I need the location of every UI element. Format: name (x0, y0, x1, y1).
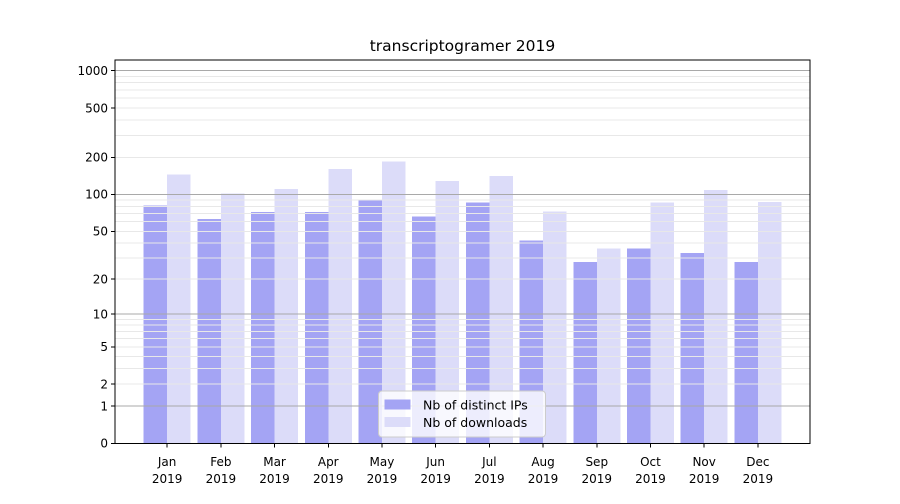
y-tick-label: 1000 (77, 64, 108, 78)
y-tick-label: 1 (100, 399, 108, 413)
bar-downloads-nov (704, 189, 728, 444)
legend: Nb of distinct IPs Nb of downloads (378, 390, 546, 438)
x-tick-label-month: Mar (263, 455, 286, 469)
x-tick-label-month: Jan (157, 455, 177, 469)
legend-box (378, 390, 546, 438)
bar-downloads-aug (543, 211, 567, 444)
x-tick-label-month: Oct (640, 455, 661, 469)
x-tick-label-month: Apr (318, 455, 339, 469)
x-tick-label-year: 2019 (474, 472, 505, 486)
bar-downloads-mar (274, 188, 299, 444)
x-tick-label-year: 2019 (367, 472, 398, 486)
bar-distinct-ips-jun (412, 216, 436, 444)
bar-downloads-dec (757, 201, 782, 444)
bar-distinct-ips-dec (734, 261, 758, 444)
x-tick-label-month: Jul (481, 455, 496, 469)
x-tick-label-year: 2019 (152, 472, 183, 486)
bar-downloads-jun (435, 180, 460, 444)
x-tick-label-year: 2019 (635, 472, 666, 486)
bar-downloads-may (381, 161, 406, 444)
y-tick-label: 50 (93, 225, 108, 239)
y-tick-label: 100 (85, 188, 108, 202)
x-tick-label-month: Feb (210, 455, 231, 469)
y-tick-label: 2 (100, 377, 108, 391)
x-tick-label-year: 2019 (743, 472, 774, 486)
bar-downloads-oct (650, 202, 674, 444)
x-tick-label-month: Aug (531, 455, 554, 469)
x-tick-label-year: 2019 (206, 472, 237, 486)
x-tick-label-year: 2019 (313, 472, 344, 486)
chart-title: transcriptogramer 2019 (370, 37, 556, 55)
x-tick-label-year: 2019 (581, 472, 612, 486)
x-tick-label-month: Dec (746, 455, 769, 469)
bar-distinct-ips-jul (465, 202, 490, 444)
y-tick-label: 500 (85, 101, 108, 115)
legend-swatch-downloads (384, 417, 411, 427)
bar-downloads-sep (596, 248, 621, 444)
y-tick-label: 5 (100, 340, 108, 354)
bar-distinct-ips-nov (680, 253, 705, 444)
x-tick-label-month: Nov (692, 455, 715, 469)
y-tick-label: 0 (100, 437, 108, 451)
y-tick-label: 20 (93, 272, 108, 286)
x-tick-label-month: Sep (585, 455, 608, 469)
bar-downloads-jan (167, 174, 191, 444)
x-tick-label-year: 2019 (259, 472, 290, 486)
y-tick-label: 10 (93, 307, 108, 321)
x-tick-label-year: 2019 (689, 472, 720, 486)
x-tick-label-month: May (370, 455, 395, 469)
legend-swatch-distinct-ips (384, 399, 411, 410)
y-tick-label: 200 (85, 151, 108, 165)
bar-distinct-ips-may (358, 199, 382, 444)
bar-distinct-ips-oct (626, 248, 651, 444)
x-tick-label-year: 2019 (420, 472, 451, 486)
bar-distinct-ips-sep (573, 261, 597, 444)
plot-area: 0 1 2 5 10 20 50 100 200 500 1000 Jan 2019 Feb 2019 Mar… (77, 59, 811, 486)
legend-label-downloads: Nb of downloads (423, 415, 527, 430)
x-tick-label-month: Jun (425, 455, 445, 469)
bar-distinct-ips-apr (304, 211, 329, 444)
bar-distinct-ips-mar (251, 211, 275, 444)
bar-downloads-feb (220, 193, 245, 444)
x-tick-label-year: 2019 (528, 472, 559, 486)
legend-label-distinct-ips: Nb of distinct IPs (423, 398, 528, 413)
bar-downloads-apr (328, 168, 352, 444)
plot-border (114, 59, 811, 444)
